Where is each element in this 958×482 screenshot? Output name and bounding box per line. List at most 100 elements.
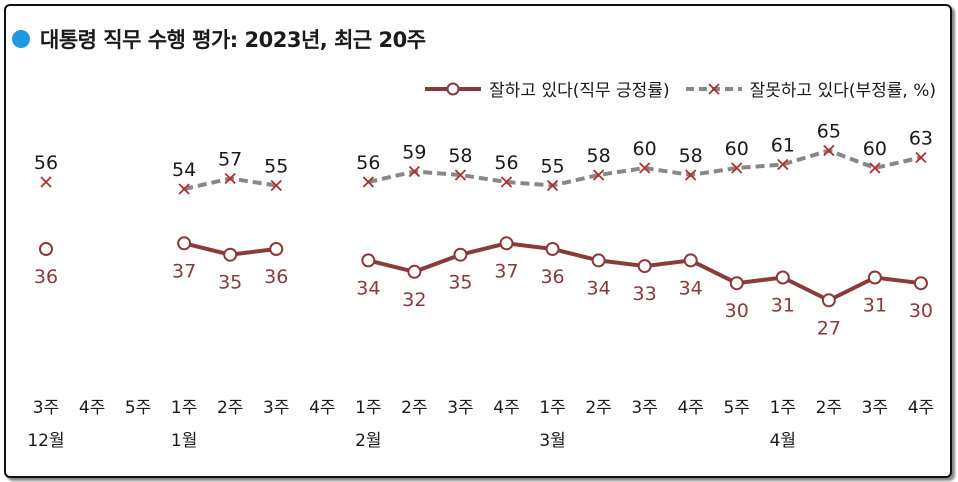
approve-point [591,253,606,268]
disapprove-point [362,176,374,188]
approve-data-label: 35 [218,272,242,294]
chart-title: 대통령 직무 수행 평가: 2023년, 최근 20주 [40,28,426,52]
approve-data-label: 27 [817,317,841,339]
x-tick-label: 1주 [539,398,565,418]
approve-data-label: 31 [771,295,795,317]
x-tick-label: 1주 [171,398,197,418]
disapprove-data-label: 58 [679,145,703,167]
title-bullet-icon [12,30,30,48]
disapprove-point [178,183,190,195]
approve-point [223,247,238,262]
approve-point [269,242,284,256]
approve-point [499,236,514,251]
disapprove-data-label: 55 [264,156,288,178]
approve-point [361,253,376,268]
disapprove-data-label: 65 [817,121,841,143]
approve-data-label: 35 [448,272,472,294]
disapprove-point [823,144,835,157]
legend: 잘하고 있다(직무 긍정률) 잘못하고 있다(부정률, %) [409,76,936,101]
disapprove-data-label: 59 [402,142,426,164]
disapprove-point [731,162,743,174]
disapprove-data-label: 60 [725,138,749,160]
x-tick-label: 4주 [79,398,105,418]
disapprove-data-label: 56 [34,152,58,174]
approve-point [867,270,882,285]
approve-data-label: 34 [587,277,611,299]
approve-data-label: 33 [633,283,657,305]
x-tick-label: 1주 [355,398,381,418]
disapprove-point [500,176,513,188]
x-tick-label: 4주 [309,398,335,418]
disapprove-point [685,169,697,181]
approve-data-label: 37 [494,260,518,282]
approve-point [775,270,790,285]
disapprove-point [40,176,52,188]
disapprove-point [639,162,651,174]
legend-disapprove-line-icon [685,82,742,95]
x-tick-label: 4주 [677,398,703,418]
approve-data-label: 37 [172,260,196,282]
disapprove-point [915,151,927,164]
disapprove-point [454,169,467,181]
month-label: 2월 [355,431,381,451]
x-tick-label: 3주 [447,398,473,418]
disapprove-point [546,179,559,192]
disapprove-point [592,169,605,181]
disapprove-data-label: 58 [448,145,472,167]
disapprove-point [270,179,282,192]
chart-title-block: 대통령 직무 수행 평가: 2023년, 최근 20주 [12,24,426,54]
month-label: 3월 [539,431,565,451]
x-tick-label: 4주 [493,398,519,418]
x-tick-label: 3주 [263,398,289,418]
approve-point [39,242,53,256]
disapprove-point [224,172,236,185]
disapprove-series-line [183,176,277,191]
approve-point [453,247,468,262]
x-tick-label: 3주 [631,398,657,418]
disapprove-data-label: 63 [909,128,933,150]
approve-data-label: 36 [540,266,564,288]
x-tick-label: 2주 [585,398,611,418]
approve-point [683,253,698,268]
legend-item-approve: 잘하고 있다(직무 긍정률) [423,76,670,101]
month-label: 1월 [171,431,197,451]
x-tick-label: 2주 [816,398,842,418]
legend-approve-line-icon [425,82,482,95]
disapprove-data-label: 56 [356,152,380,174]
x-tick-label: 4주 [908,398,934,418]
approve-data-label: 31 [863,295,887,317]
approve-data-label: 34 [679,277,703,299]
disapprove-data-label: 57 [218,149,242,171]
disapprove-point [408,165,421,178]
approve-point [545,242,560,256]
approve-point [913,276,928,291]
approve-data-label: 30 [909,300,933,322]
disapprove-point [869,162,881,174]
disapprove-data-label: 56 [494,152,518,174]
chart-frame [4,4,952,478]
disapprove-data-label: 55 [540,156,564,178]
legend-approve-label: 잘하고 있다(직무 긍정률) [489,81,670,101]
legend-disapprove-label: 잘못하고 있다(부정률, %) [749,81,936,101]
approve-data-label: 32 [402,289,426,311]
x-tick-label: 2주 [217,398,243,418]
approve-data-label: 30 [725,300,749,322]
disapprove-point [777,158,789,171]
x-tick-label: 3주 [33,398,59,418]
disapprove-data-label: 60 [863,138,887,160]
x-tick-label: 3주 [862,398,888,418]
approve-point [407,264,422,279]
x-tick-label: 2주 [401,398,427,418]
x-tick-label: 5주 [125,398,151,418]
approve-data-label: 36 [34,266,58,288]
month-label: 12월 [27,431,64,451]
disapprove-data-label: 54 [172,159,196,181]
disapprove-data-label: 60 [633,138,657,160]
month-label: 4월 [770,431,796,451]
approve-point [821,293,836,308]
approve-data-label: 36 [264,266,288,288]
x-tick-label: 5주 [724,398,750,418]
legend-item-disapprove: 잘못하고 있다(부정률, %) [684,76,936,101]
x-tick-label: 1주 [770,398,796,418]
